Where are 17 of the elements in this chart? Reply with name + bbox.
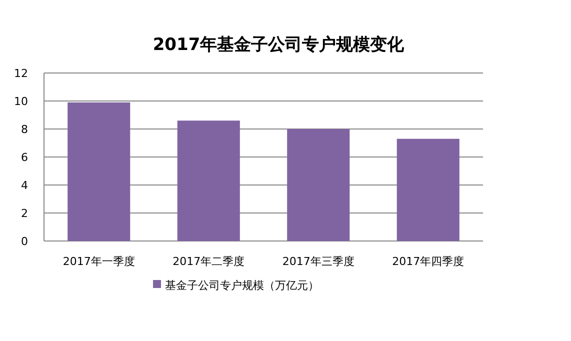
bar [177, 120, 240, 241]
chart-title: 2017年基金子公司专户规模变化 [152, 35, 406, 55]
y-tick-label: 6 [21, 151, 28, 164]
legend-label: 基金子公司专户规模（万亿元） [165, 279, 319, 292]
bar [396, 138, 460, 241]
x-tick-label: 2017年一季度 [62, 255, 135, 268]
y-tick-label: 10 [14, 95, 28, 108]
bar [68, 102, 130, 241]
y-tick-label: 12 [14, 67, 28, 80]
x-tick-label: 2017年四季度 [392, 255, 464, 268]
y-tick-label: 0 [21, 235, 28, 248]
bar [287, 129, 350, 241]
x-tick-label: 2017年三季度 [282, 255, 354, 268]
y-tick-label: 4 [21, 179, 28, 192]
x-tick-label: 2017年二季度 [172, 255, 245, 268]
y-tick-label: 8 [21, 123, 28, 136]
y-tick-label: 2 [21, 207, 28, 220]
